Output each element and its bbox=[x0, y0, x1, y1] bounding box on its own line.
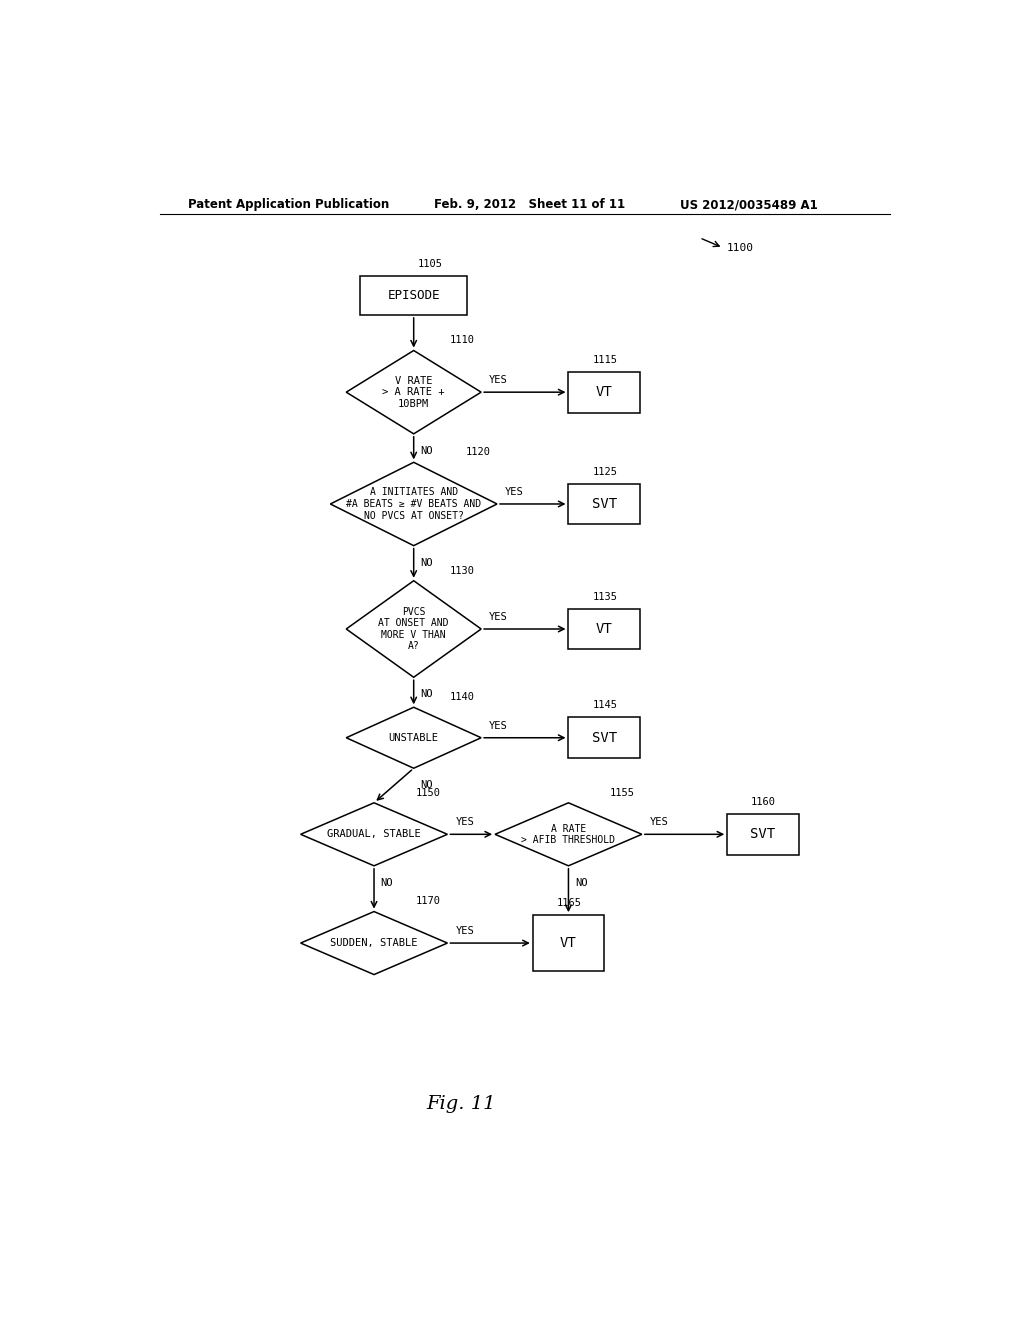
Text: 1110: 1110 bbox=[450, 335, 474, 346]
Text: EPISODE: EPISODE bbox=[387, 289, 440, 302]
Text: A RATE
> AFIB THRESHOLD: A RATE > AFIB THRESHOLD bbox=[521, 824, 615, 845]
Text: 1140: 1140 bbox=[450, 692, 474, 702]
Text: YES: YES bbox=[505, 487, 523, 496]
Text: UNSTABLE: UNSTABLE bbox=[389, 733, 438, 743]
Text: 1115: 1115 bbox=[592, 355, 617, 364]
Text: YES: YES bbox=[489, 611, 508, 622]
Text: Fig. 11: Fig. 11 bbox=[427, 1094, 496, 1113]
Text: 1145: 1145 bbox=[592, 701, 617, 710]
Bar bbox=[568, 372, 640, 412]
Text: PVCS
AT ONSET AND
MORE V THAN
A?: PVCS AT ONSET AND MORE V THAN A? bbox=[379, 607, 449, 651]
Polygon shape bbox=[346, 708, 481, 768]
Text: YES: YES bbox=[456, 925, 474, 936]
Text: NO: NO bbox=[574, 878, 588, 888]
Text: 1160: 1160 bbox=[751, 797, 776, 807]
Text: 1165: 1165 bbox=[557, 898, 582, 908]
Text: 1150: 1150 bbox=[416, 788, 440, 797]
Text: V RATE
> A RATE +
10BPM: V RATE > A RATE + 10BPM bbox=[382, 376, 445, 409]
Text: YES: YES bbox=[489, 375, 508, 385]
Polygon shape bbox=[495, 803, 642, 866]
Text: A INITIATES AND
#A BEATS ≥ #V BEATS AND
NO PVCS AT ONSET?: A INITIATES AND #A BEATS ≥ #V BEATS AND … bbox=[346, 487, 481, 520]
Bar bbox=[568, 718, 640, 758]
Text: NO: NO bbox=[420, 689, 432, 700]
Text: 1135: 1135 bbox=[592, 591, 617, 602]
Text: NO: NO bbox=[380, 878, 393, 888]
Polygon shape bbox=[331, 462, 497, 545]
Bar bbox=[568, 483, 640, 524]
Text: GRADUAL, STABLE: GRADUAL, STABLE bbox=[327, 829, 421, 840]
Polygon shape bbox=[301, 912, 447, 974]
Text: SVT: SVT bbox=[592, 731, 616, 744]
Text: VT: VT bbox=[596, 622, 612, 636]
Text: NO: NO bbox=[420, 780, 432, 791]
Text: NO: NO bbox=[420, 446, 432, 455]
Text: Feb. 9, 2012   Sheet 11 of 11: Feb. 9, 2012 Sheet 11 of 11 bbox=[433, 198, 625, 211]
Text: Patent Application Publication: Patent Application Publication bbox=[187, 198, 389, 211]
Text: 1130: 1130 bbox=[450, 566, 474, 576]
Text: SVT: SVT bbox=[751, 828, 775, 841]
Text: YES: YES bbox=[456, 817, 474, 828]
Text: 1155: 1155 bbox=[610, 788, 635, 797]
Text: 1170: 1170 bbox=[416, 896, 440, 907]
Polygon shape bbox=[346, 581, 481, 677]
Text: SVT: SVT bbox=[592, 496, 616, 511]
Bar bbox=[360, 276, 467, 315]
Text: 1120: 1120 bbox=[465, 447, 490, 457]
Bar bbox=[727, 814, 799, 854]
Text: 1100: 1100 bbox=[727, 243, 754, 253]
Text: YES: YES bbox=[489, 721, 508, 730]
Text: SUDDEN, STABLE: SUDDEN, STABLE bbox=[331, 939, 418, 948]
Text: NO: NO bbox=[420, 558, 432, 568]
Text: YES: YES bbox=[650, 817, 669, 828]
Text: VT: VT bbox=[560, 936, 577, 950]
Text: 1105: 1105 bbox=[418, 259, 442, 269]
Bar bbox=[532, 915, 604, 972]
Polygon shape bbox=[301, 803, 447, 866]
Text: US 2012/0035489 A1: US 2012/0035489 A1 bbox=[680, 198, 817, 211]
Text: 1125: 1125 bbox=[592, 466, 617, 477]
Text: VT: VT bbox=[596, 385, 612, 399]
Bar bbox=[568, 609, 640, 649]
Polygon shape bbox=[346, 351, 481, 434]
